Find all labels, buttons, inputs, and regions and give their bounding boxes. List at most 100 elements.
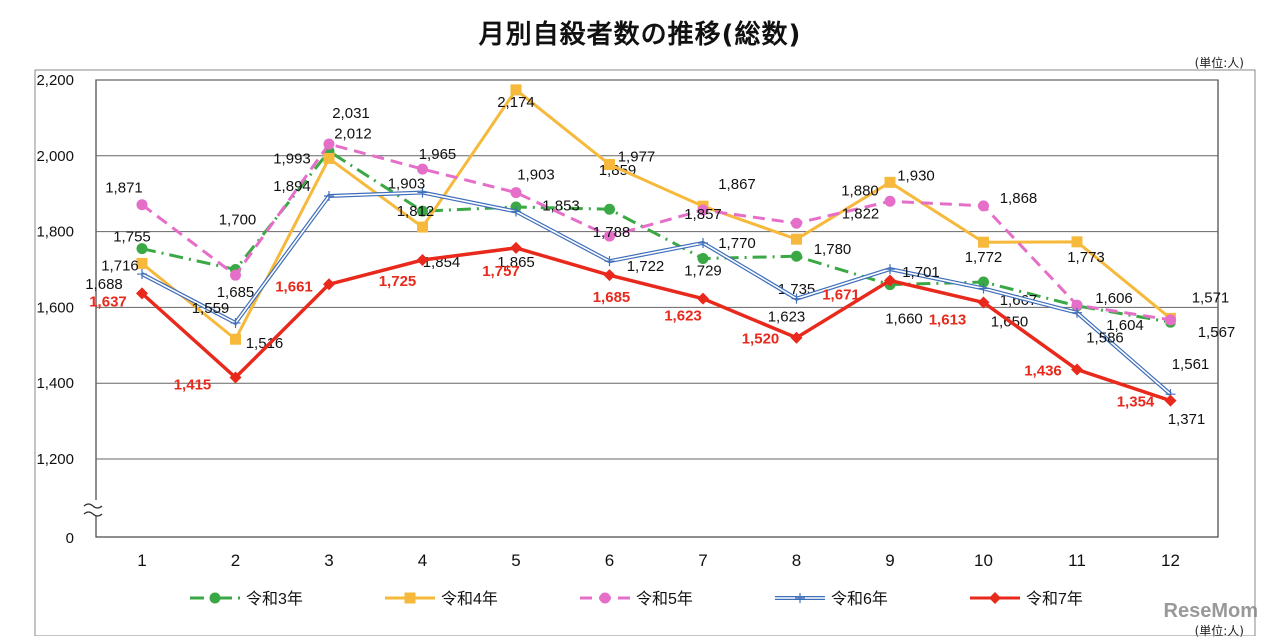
data-label: 1,757	[482, 263, 520, 280]
data-label: 2,174	[497, 94, 535, 111]
data-point	[604, 230, 615, 242]
data-point	[323, 278, 335, 291]
data-point	[417, 205, 428, 217]
data-point	[791, 233, 802, 245]
data-label: 1,977	[618, 149, 656, 166]
data-label: 1,700	[219, 212, 257, 229]
data-point	[791, 293, 802, 304]
data-label: 1,701	[902, 264, 940, 281]
series-line	[140, 246, 1172, 403]
data-label: 1,880	[841, 182, 879, 199]
data-label: 1,661	[275, 278, 313, 295]
data-point	[698, 237, 708, 248]
data-label: 2,031	[332, 105, 370, 122]
data-label: 1,867	[718, 176, 756, 193]
data-label: 1,729	[684, 263, 722, 280]
legend-label: 令和4年	[441, 590, 498, 608]
legend-label: 令和6年	[831, 590, 888, 608]
data-point	[978, 276, 989, 288]
data-point	[790, 331, 803, 344]
data-point	[885, 264, 895, 275]
legend-label: 令和7年	[1026, 590, 1083, 608]
data-point	[978, 200, 989, 212]
data-point	[977, 296, 990, 309]
data-point	[604, 256, 615, 267]
x-tick-label: 8	[792, 551, 801, 570]
data-label: 1,586	[1086, 330, 1124, 347]
data-label: 1,965	[419, 146, 457, 163]
data-label: 1,725	[379, 273, 417, 290]
legend-marker	[209, 592, 221, 604]
data-label: 1,436	[1024, 363, 1062, 380]
data-label: 1,671	[822, 286, 860, 303]
data-point	[417, 187, 428, 198]
legend-item: 令和7年	[970, 590, 1083, 608]
unit-label: (単位:人)	[1194, 56, 1244, 70]
data-point	[884, 176, 896, 188]
x-tick-label: 10	[974, 551, 993, 570]
data-label: 1,415	[174, 377, 212, 394]
legend-item: 令和6年	[775, 590, 888, 608]
data-label: 1,688	[85, 276, 123, 293]
data-label: 1,857	[684, 206, 722, 223]
x-tick-label: 7	[698, 551, 707, 570]
data-point	[510, 241, 522, 254]
legend-item: 令和5年	[580, 590, 693, 608]
y-tick-label: 0	[66, 530, 74, 547]
data-point	[884, 274, 896, 287]
x-tick-label: 4	[418, 551, 427, 570]
legend-item: 令和4年	[385, 590, 498, 608]
data-point	[978, 283, 989, 294]
data-label: 1,822	[842, 205, 880, 222]
data-label: 1,571	[1192, 289, 1230, 306]
y-tick-label: 1,600	[36, 299, 74, 316]
data-point	[884, 195, 896, 207]
data-point	[1072, 307, 1082, 318]
y-tick-label: 1,400	[36, 375, 74, 392]
data-point	[1071, 363, 1083, 376]
data-label: 1,868	[1000, 190, 1038, 207]
data-point	[230, 269, 241, 281]
x-tick-label: 1	[137, 551, 146, 570]
legend-item: 令和3年	[190, 590, 303, 608]
data-label: 1,772	[965, 249, 1003, 266]
data-point	[511, 206, 521, 217]
y-tick-label: 2,200	[36, 72, 74, 89]
series-line	[141, 149, 1171, 324]
data-label: 1,559	[192, 300, 230, 317]
data-point	[1164, 394, 1177, 407]
data-label: 1,637	[89, 293, 127, 310]
data-label: 1,773	[1067, 249, 1105, 266]
x-tick-label: 2	[231, 551, 240, 570]
data-point	[417, 163, 428, 175]
data-point	[229, 371, 242, 384]
series-line	[141, 142, 1171, 322]
series-3: 1,871 1,685 2,031 1,965 1,903 1,788 1,857 1,822…	[105, 105, 1235, 341]
x-tick-label: 6	[605, 551, 614, 570]
x-tick-label: 5	[511, 551, 520, 570]
legend-marker	[989, 592, 1001, 604]
chart-frame	[34, 69, 1256, 636]
plot-area	[95, 79, 1219, 538]
series-4: 1,688 1,559 1,894 1,903 1,853 1,722 1,770 1,623…	[85, 176, 1205, 429]
legend-label: 令和5年	[636, 590, 693, 608]
legend-marker	[795, 593, 805, 603]
data-label: 1,613	[929, 311, 967, 328]
data-label: 1,812	[397, 203, 435, 220]
series-2: 1,7161,5161,9931,8122,1741,9771,8671,780…	[101, 84, 1229, 352]
data-point	[416, 254, 429, 267]
y-tick-label: 2,000	[36, 148, 74, 165]
x-tick-label: 12	[1161, 551, 1180, 570]
unit-label-bottom: (単位:人)	[1194, 624, 1244, 638]
data-label: 2,012	[334, 125, 372, 142]
data-point	[510, 187, 522, 199]
data-point	[323, 138, 335, 150]
data-label: 1,685	[593, 289, 631, 306]
data-point	[136, 287, 148, 300]
data-point	[604, 203, 615, 215]
watermark-logo: ReseMom	[1163, 600, 1258, 622]
data-label: 1,755	[113, 229, 151, 246]
data-label: 1,770	[718, 235, 756, 252]
x-tick-label: 9	[885, 551, 894, 570]
